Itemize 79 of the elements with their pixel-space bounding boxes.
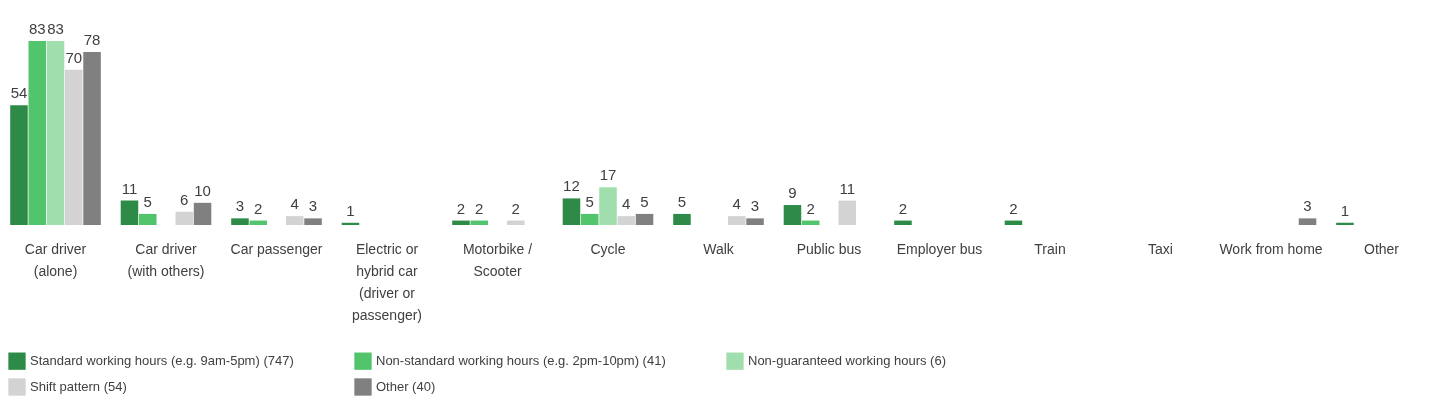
x-tick-label: Walk xyxy=(703,240,735,257)
bar xyxy=(894,220,912,225)
bar xyxy=(249,220,268,225)
data-label: 70 xyxy=(65,48,83,66)
data-label: 2 xyxy=(511,199,520,217)
data-label: 6 xyxy=(180,190,189,208)
data-label: 1 xyxy=(1340,201,1350,219)
data-label: 54 xyxy=(10,84,28,102)
data-label: 5 xyxy=(640,192,649,210)
data-label: 5 xyxy=(143,192,152,210)
data-label: 5 xyxy=(585,192,594,210)
x-tick-label: Public bus xyxy=(796,240,862,257)
data-label: 4 xyxy=(732,195,741,213)
data-label: 9 xyxy=(788,184,797,202)
legend-label: Other (40) xyxy=(376,379,436,394)
bar xyxy=(286,216,304,225)
data-label: 78 xyxy=(83,31,101,49)
bar xyxy=(746,218,764,225)
x-tick-label: Car driver (alone) xyxy=(24,240,87,279)
data-label: 17 xyxy=(599,166,617,184)
data-label: 4 xyxy=(622,195,631,213)
bar xyxy=(1336,222,1354,225)
bar xyxy=(10,105,28,225)
bar xyxy=(728,216,746,225)
data-label: 3 xyxy=(1303,197,1312,215)
data-label: 3 xyxy=(308,197,318,215)
bar xyxy=(83,52,101,225)
data-label: 83 xyxy=(47,20,64,37)
bar xyxy=(304,218,322,225)
bar xyxy=(635,213,654,225)
data-label: 12 xyxy=(563,177,580,195)
bar xyxy=(580,213,599,225)
bar xyxy=(470,220,489,225)
bar xyxy=(46,41,65,225)
bar xyxy=(138,213,157,225)
legend-label: Shift pattern (54) xyxy=(30,379,127,394)
x-tick-label: Cycle xyxy=(590,240,626,257)
bar xyxy=(175,211,194,225)
data-label: 2 xyxy=(475,199,484,217)
data-label: 10 xyxy=(194,181,211,199)
legend-label: Standard working hours (e.g. 9am-5pm) (747) xyxy=(30,353,294,369)
bar xyxy=(783,205,802,225)
bar xyxy=(507,220,525,225)
data-label: 5 xyxy=(677,192,687,210)
bar xyxy=(673,213,691,225)
x-tick-label: Taxi xyxy=(1148,240,1173,257)
x-tick-label: Employer bus xyxy=(896,240,983,257)
data-label: 83 xyxy=(28,20,46,37)
data-label: 4 xyxy=(290,195,299,213)
data-label: 11 xyxy=(839,179,856,197)
bar xyxy=(562,198,581,225)
legend-label: Non-standard working hours (e.g. 2pm-10pm) (41) xyxy=(376,353,666,369)
x-tick-label: Car driver (with others) xyxy=(127,240,205,279)
data-label: 2 xyxy=(254,199,263,217)
legend-label: Non-guaranteed working hours (6) xyxy=(748,353,946,369)
x-tick-label: Motorbike / Scooter xyxy=(462,240,533,279)
bar xyxy=(65,69,83,225)
data-label: 2 xyxy=(456,199,466,217)
bar xyxy=(617,216,636,225)
x-tick-label: Car passenger xyxy=(230,240,323,257)
data-label: 2 xyxy=(806,199,815,217)
data-label: 11 xyxy=(121,179,138,197)
x-tick-label: Other xyxy=(1363,240,1400,257)
bar xyxy=(28,41,47,225)
bar xyxy=(452,220,470,225)
bar xyxy=(231,218,249,225)
bar xyxy=(599,187,617,225)
data-label: 3 xyxy=(235,197,245,215)
data-label: 1 xyxy=(346,201,355,219)
bar xyxy=(838,200,857,225)
x-tick-label: Train xyxy=(1034,240,1066,257)
bar xyxy=(193,202,212,225)
data-label: 3 xyxy=(750,197,760,215)
data-label: 2 xyxy=(898,199,908,217)
x-tick-label: Work from home xyxy=(1219,240,1323,257)
bar xyxy=(120,200,139,225)
x-tick-label: Electric or hybrid car (driver or passenger) xyxy=(351,240,423,323)
bar xyxy=(1298,218,1317,225)
data-label: 2 xyxy=(1009,199,1018,217)
